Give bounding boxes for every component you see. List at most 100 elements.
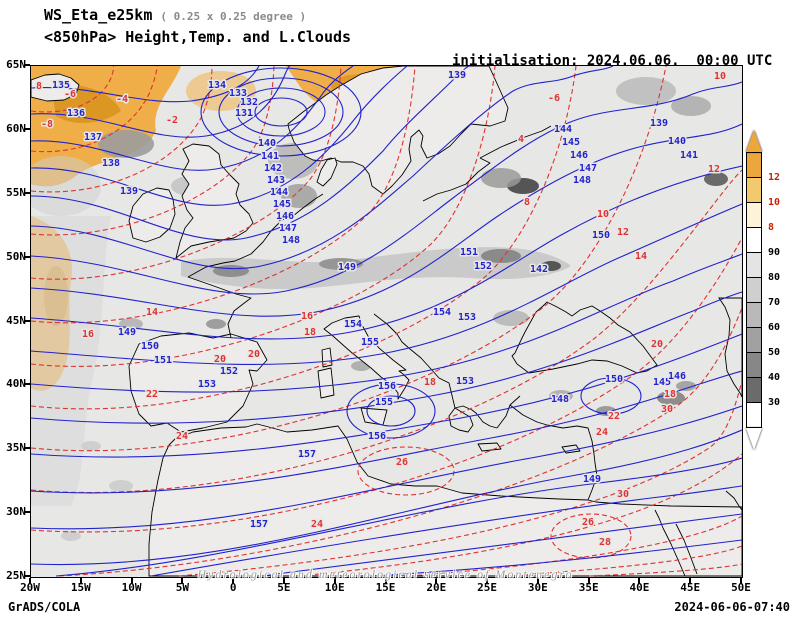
temp-contour-label: 10 (597, 209, 609, 220)
height-contour-label: 142 (530, 264, 548, 275)
height-contour-label: 145 (562, 137, 580, 148)
height-contour-label: 148 (573, 175, 591, 186)
height-contour-label: 149 (583, 474, 601, 485)
temp-contour-label: -8 (41, 119, 53, 130)
chart-subtitle: <850hPa> Height,Temp. and L.Clouds (44, 28, 352, 46)
lon-tick-label: 20W (20, 581, 40, 594)
height-contour-label: 146 (668, 371, 686, 382)
lon-tick-label: 25E (477, 581, 497, 594)
watermark-text: Hydrological and meteorological service … (197, 567, 574, 581)
colorbar-label: 60 (768, 322, 781, 333)
height-contour-label: 131 (235, 108, 253, 119)
height-contour-label: 150 (605, 374, 623, 385)
colorbar-label: 90 (768, 247, 781, 258)
colorbar-segment (746, 377, 762, 403)
colorbar-label: 40 (768, 372, 781, 383)
temp-contour-label: 22 (146, 389, 158, 400)
temp-contour-label: 24 (311, 519, 323, 530)
temp-contour-label: 8 (524, 197, 530, 208)
height-contour-label: 147 (579, 163, 597, 174)
temp-contour-label: 16 (82, 329, 94, 340)
temp-contour-label: 18 (664, 389, 676, 400)
height-contour-label: 152 (474, 261, 492, 272)
temp-contour-label: 12 (708, 164, 720, 175)
height-contour-label: 139 (120, 186, 138, 197)
height-contour-label: 133 (229, 88, 247, 99)
lon-tick-label: 5E (277, 581, 291, 594)
lat-tick-label: 50N (6, 249, 26, 263)
height-contour-label: 141 (680, 150, 698, 161)
temp-contour-label: 30 (617, 489, 629, 500)
cloud-shading-grey (31, 74, 728, 541)
height-contour-label: 140 (668, 136, 686, 147)
height-contour-label: 150 (141, 341, 159, 352)
colorbar-label: 12 (768, 172, 781, 183)
lon-tick-label: 10W (121, 581, 142, 594)
colorbar-segment (746, 302, 762, 328)
temp-contour-label: 12 (617, 227, 629, 238)
colorbar-segment (746, 352, 762, 378)
colorbar-label: 50 (768, 347, 781, 358)
lon-tick-label: 0 (229, 581, 237, 594)
height-contour-label: 142 (264, 163, 282, 174)
height-contour-label: 136 (67, 108, 85, 119)
colorbar-segment (746, 177, 762, 203)
height-contour-label: 157 (250, 519, 268, 530)
lat-tick-label: 25N (6, 569, 26, 582)
height-contour-label: 154 (344, 319, 362, 330)
lon-tick-label: 40E (629, 581, 650, 594)
colorbar-segment (746, 152, 762, 178)
temp-contour-label: 22 (608, 411, 620, 422)
model-name: WS_Eta_e25km (44, 6, 153, 24)
height-contour-label: 139 (650, 118, 668, 129)
lon-tick-label: 10E (324, 581, 345, 594)
header-left: WS_Eta_e25km ( 0.25 x 0.25 degree ) <850h… (44, 6, 351, 46)
temp-contour-label: 20 (248, 349, 260, 360)
temp-contour-label: -6 (548, 93, 560, 104)
height-contour-label: 148 (282, 235, 300, 246)
temp-contour-label: 26 (396, 457, 408, 468)
height-contour-label: 151 (154, 355, 172, 366)
height-contour-label: 144 (270, 187, 288, 198)
colorbar-segment (746, 252, 762, 278)
height-contour-label: 147 (279, 223, 297, 234)
lat-tick-label: 60N (6, 121, 26, 135)
height-contour-label: 155 (375, 397, 393, 408)
height-contour-label: 152 (220, 366, 238, 377)
height-contour-label: 146 (276, 211, 294, 222)
colorbar: 12 10 8 90 80 70 60 50 40 30 (746, 130, 790, 450)
height-contour-label: 145 (273, 199, 291, 210)
lon-tick-label: 15E (375, 581, 396, 594)
lon-tick-label: 5W (175, 581, 189, 594)
colorbar-label: 10 (768, 197, 781, 208)
temp-contour-label: 18 (304, 327, 316, 338)
height-contour-label: 149 (338, 262, 356, 273)
lon-tick-label: 50E (731, 581, 751, 594)
height-contour-label: 150 (592, 230, 610, 241)
colorbar-label: 30 (768, 397, 781, 408)
temp-contour-label: -4 (116, 94, 128, 105)
temp-contour-label: -2 (166, 115, 178, 126)
height-contour-label: 141 (261, 151, 279, 162)
map-plot: 135 136 137 138 139 134 133 132 131 140 141 142 143 1… (30, 65, 743, 578)
colorbar-label: 8 (768, 222, 775, 233)
temp-contour-label: 18 (424, 377, 436, 388)
temp-contour-label: 10 (714, 71, 726, 82)
colorbar-segment (746, 277, 762, 303)
height-contour-label: 153 (198, 379, 216, 390)
colorbar-arrow-up (746, 130, 762, 152)
colorbar-label: 80 (768, 272, 781, 283)
colorbar-segment (746, 402, 762, 428)
grads-credit: GrADS/COLA (8, 600, 81, 614)
height-contour-label: 144 (554, 124, 572, 135)
temp-contour-label: 8 (36, 81, 42, 92)
height-contours (31, 66, 742, 577)
temp-contour-label: 14 (635, 251, 647, 262)
lon-tick-label: 45E (680, 581, 701, 594)
lon-tick-label: 15W (70, 581, 91, 594)
lat-tick-label: 55N (6, 185, 26, 199)
height-contour-label: 153 (458, 312, 476, 323)
height-contour-label: 145 (653, 377, 671, 388)
height-contour-label: 138 (102, 158, 120, 169)
height-contour-label: 156 (368, 431, 386, 442)
